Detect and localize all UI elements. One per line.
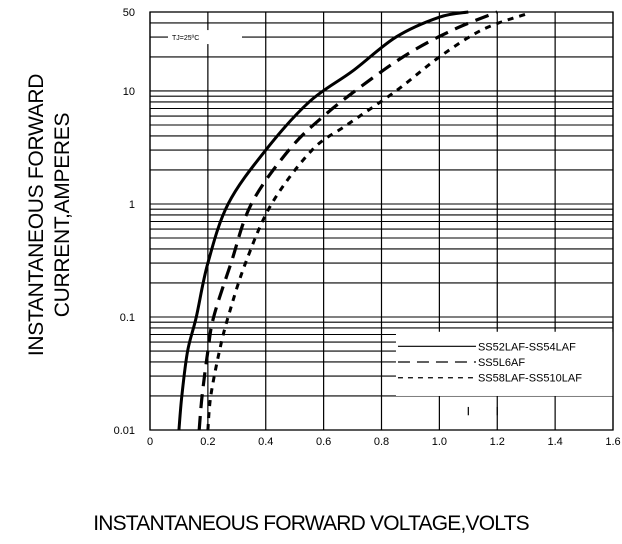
legend-background [395, 331, 613, 396]
x-tick-label: 0.8 [374, 436, 389, 448]
x-tick-label: 0 [147, 436, 153, 448]
y-tick-label: 0.01 [114, 425, 135, 437]
legend: SS52LAF-SS54LAF SS5L6AF SS58LAF-SS510LAF [395, 331, 613, 416]
y-axis-title-line-1: INSTANTANEOUS FORWARD [25, 73, 48, 357]
legend-label: SS58LAF-SS510LAF [478, 373, 582, 385]
series-line-dashed [197, 10, 498, 430]
series-line-dotted [206, 12, 527, 430]
y-tick-label: 1 [129, 199, 135, 211]
x-tick-label: 1.4 [547, 436, 562, 448]
y-axis-title-line-2: CURRENT,AMPERES [51, 112, 74, 318]
x-axis-title: INSTANTANEOUS FORWARD VOLTAGE,VOLTS [93, 512, 529, 535]
series-line-solid [177, 10, 469, 430]
curve-layer [177, 10, 527, 430]
x-tick-label: 1.6 [605, 436, 620, 448]
x-tick-label: 1.0 [432, 436, 447, 448]
y-tick-label: 50 [123, 7, 135, 19]
x-tick-label: 0.4 [258, 436, 273, 448]
temperature-annotation: TJ=25ºC [172, 35, 199, 42]
y-tick-label: 0.1 [120, 312, 135, 324]
plot-frame [149, 11, 614, 431]
x-tick-label: 0.6 [316, 436, 331, 448]
legend-label: SS52LAF-SS54LAF [478, 341, 576, 353]
x-tick-label: 0.2 [200, 436, 215, 448]
y-axis-title: INSTANTANEOUS FORWARD CURRENT,AMPERES [24, 74, 76, 356]
legend-label: SS5L6AF [478, 357, 525, 369]
y-axis-title-wrap: INSTANTANEOUS FORWARD CURRENT,AMPERES [0, 0, 100, 544]
y-tick-label: 10 [123, 86, 135, 98]
x-tick-label: 1.2 [490, 436, 505, 448]
annotation-background [168, 30, 242, 45]
axis-layer: 0 0.2 0.4 0.6 0.8 1.0 1.2 1.4 1.6 0.01 0.1 1 10 50 TJ=… [114, 7, 621, 448]
